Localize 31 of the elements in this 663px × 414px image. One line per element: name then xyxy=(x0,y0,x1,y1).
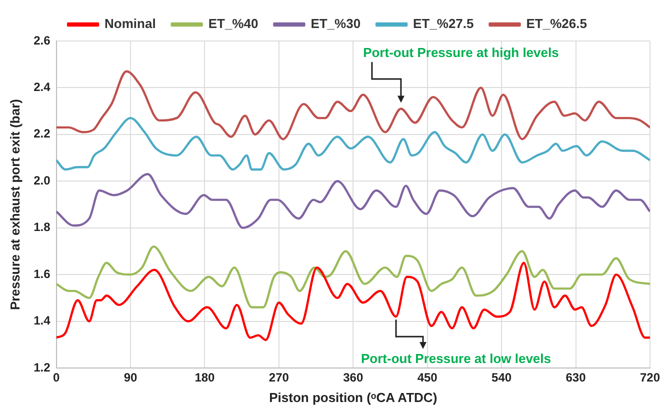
y-tick-label: 2.4 xyxy=(34,80,51,94)
x-tick-label: 90 xyxy=(124,370,138,385)
x-tick-label: 630 xyxy=(566,370,586,385)
annotation: Port-out Pressure at low levels xyxy=(360,351,552,366)
x-axis-title: Piston position (ᵒCA ATDC) xyxy=(269,390,438,405)
line-series xyxy=(56,173,650,229)
legend-label: ET_%26.5 xyxy=(526,16,587,32)
y-tick-label: 1.4 xyxy=(34,314,51,328)
y-tick-label: 1.8 xyxy=(34,220,51,234)
y-tick-label: 2.2 xyxy=(34,126,51,141)
x-tick-label: 450 xyxy=(417,370,438,385)
y-tick-label: 2.0 xyxy=(34,173,51,188)
x-tick-label: 360 xyxy=(343,370,364,385)
legend-label: Nominal xyxy=(104,16,156,32)
x-tick-label: 540 xyxy=(492,370,512,385)
annotation: Port-out Pressure at high levels xyxy=(363,45,559,60)
y-tick-label: 1.6 xyxy=(34,266,51,281)
line-series xyxy=(56,70,650,140)
line-series xyxy=(56,116,650,171)
y-tick-label: 1.2 xyxy=(34,360,51,374)
legend-label: ET_%27.5 xyxy=(413,16,474,32)
line-series xyxy=(56,245,650,308)
y-tick-label: 2.6 xyxy=(34,33,51,48)
legend-label: ET_%30 xyxy=(310,16,361,32)
x-tick-label: 180 xyxy=(194,370,216,385)
x-tick-label: 0 xyxy=(52,370,60,385)
x-tick-label: 270 xyxy=(268,370,290,385)
x-tick-label: 720 xyxy=(640,370,660,385)
y-axis-title: Pressure at exhaust port exit (bar) xyxy=(7,99,22,310)
line-series xyxy=(56,262,650,342)
legend-label: ET_%40 xyxy=(208,16,258,32)
